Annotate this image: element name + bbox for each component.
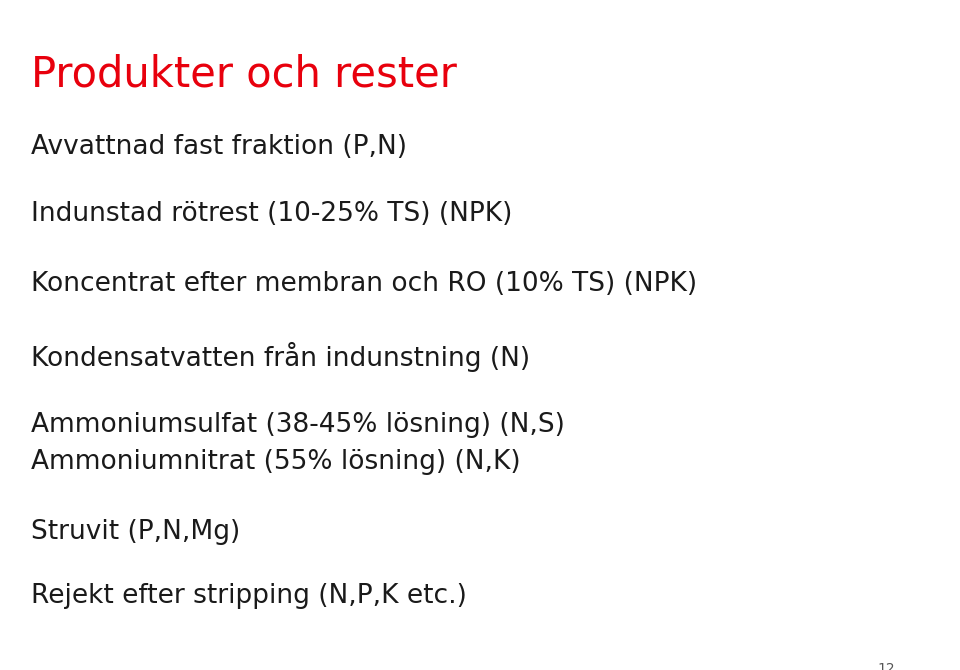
Text: 12: 12 [877, 662, 895, 670]
Text: Ammoniumnitrat (55% lösning) (N,K): Ammoniumnitrat (55% lösning) (N,K) [31, 449, 520, 475]
Text: e·on: e·on [851, 608, 922, 636]
Text: Kondensatvatten från indunstning (N): Kondensatvatten från indunstning (N) [31, 342, 530, 372]
Text: Indunstad rötrest (10-25% TS) (NPK): Indunstad rötrest (10-25% TS) (NPK) [31, 201, 512, 227]
Text: Koncentrat efter membran och RO (10% TS) (NPK): Koncentrat efter membran och RO (10% TS)… [31, 271, 697, 297]
Text: Rejekt efter stripping (N,P,K etc.): Rejekt efter stripping (N,P,K etc.) [31, 583, 467, 609]
Text: Avvattnad fast fraktion (P,N): Avvattnad fast fraktion (P,N) [31, 134, 407, 160]
Text: Struvit (P,N,Mg): Struvit (P,N,Mg) [31, 519, 240, 545]
Text: Produkter och rester: Produkter och rester [31, 54, 457, 96]
Text: Ammoniumsulfat (38-45% lösning) (N,S): Ammoniumsulfat (38-45% lösning) (N,S) [31, 412, 564, 438]
